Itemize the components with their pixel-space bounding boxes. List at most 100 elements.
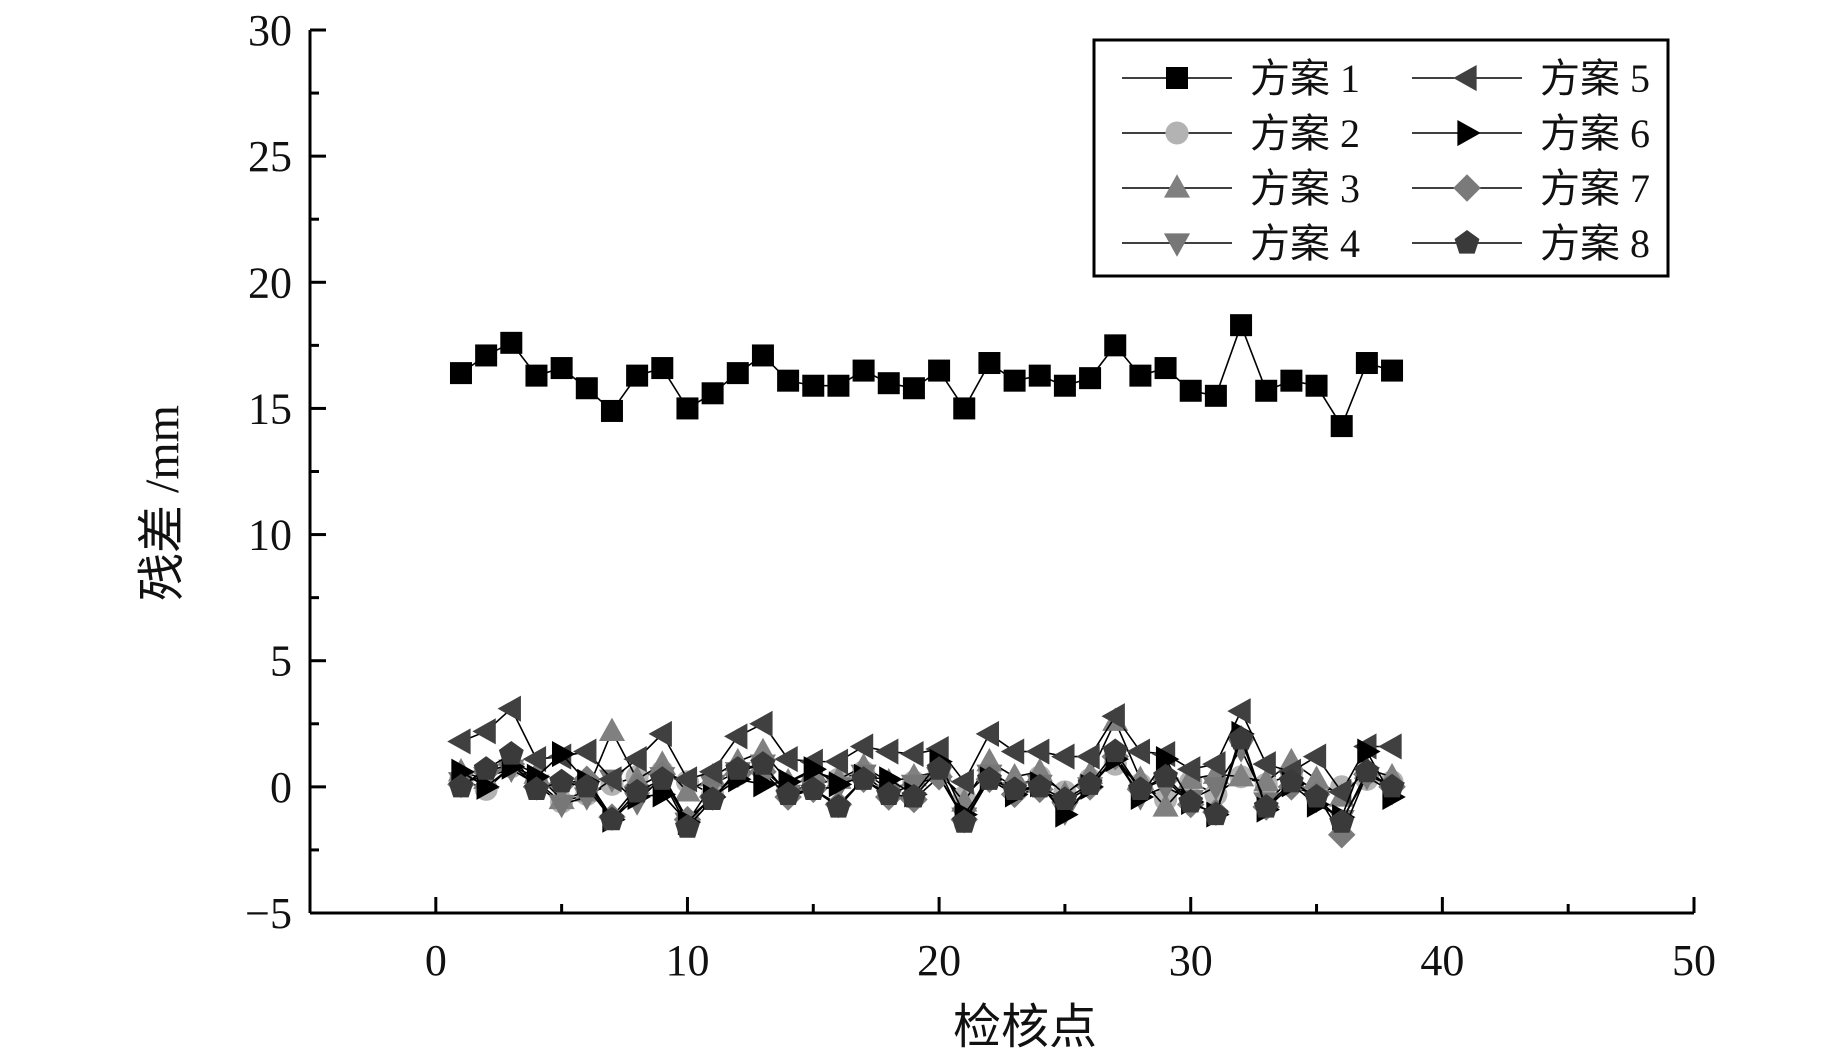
series-1-point [1003,369,1026,392]
legend-item: 方案 7 [1412,166,1650,211]
series-8-point [951,809,977,833]
x-tick-label: 30 [1169,936,1213,985]
series-8-point [448,773,474,798]
series-5-point [1101,703,1125,730]
series-5-point [925,735,949,763]
series-3-point [674,778,701,802]
series-1-point [1305,374,1328,397]
series-8-point [800,776,826,800]
legend-marker [1166,67,1188,89]
series-5-point [849,733,874,760]
axes: 0 10 20 30 40 50 −5 0 5 10 15 20 25 30 [245,6,1716,985]
series-1-point [1330,415,1353,438]
series-1-point [475,344,498,367]
series-5-point [950,768,974,795]
series-8-point [1127,776,1153,800]
series-1-point [877,372,900,395]
series-1-point [626,364,649,387]
series-5-point [1025,738,1050,765]
series-1-point [751,344,774,367]
series-5-point [673,766,698,793]
series-8-point [1002,776,1028,800]
series-3-point [1177,765,1204,789]
series-6-point [803,756,828,783]
series-1-point [953,397,976,420]
series-1-point [1154,357,1177,380]
series-8-point [574,773,600,798]
series-5-point [774,746,798,773]
series-5-point [1126,738,1151,765]
series-8-point [1278,768,1304,793]
legend-label: 方案 1 [1250,56,1360,101]
series-1-point [525,364,548,387]
series-1-point [1230,314,1253,337]
series-8-point [1153,763,1178,788]
series-5-point [875,738,899,765]
series-1-point [1381,359,1404,382]
series-4-point [548,794,575,819]
series-5-point [1051,743,1075,770]
series-1-point [777,369,800,392]
series-8-point [1203,801,1229,826]
series-3-point [598,717,626,741]
series-8-point [675,814,700,838]
legend-item: 方案 4 [1122,221,1360,266]
series-8-point [750,751,776,775]
legend-label: 方案 6 [1540,111,1650,156]
series-3-point [1152,793,1179,817]
legend-label: 方案 2 [1250,111,1360,156]
series-5-point [724,723,748,750]
series-1-point [852,359,875,382]
series-1-point [600,399,623,422]
series-1-line [460,322,1393,428]
series-5-point [1302,743,1327,770]
series-1-point [651,357,674,380]
series-5-point [522,746,547,773]
series-5-point [1076,743,1100,770]
series-8-point [1027,773,1053,798]
series-6-point [1357,738,1381,765]
legend-label: 方案 5 [1540,56,1650,101]
y-tick-label: 15 [248,384,292,433]
series-5-point [1378,733,1402,760]
series-8-point [1228,725,1254,750]
series-6-point [828,771,853,798]
legend-item: 方案 8 [1412,221,1650,266]
legend-label: 方案 8 [1540,221,1650,266]
series-1-point [1280,369,1303,392]
series-8-point [624,778,650,803]
series-8-point [1178,788,1204,813]
legend: 方案 1 方案 2 方案 3 方案 4 方案 5 方案 6 方案 7 方案 8 [1092,38,1670,278]
series-8-point [1077,771,1103,795]
legend-item: 方案 5 [1412,56,1650,101]
series-5-point [1000,738,1025,765]
legend-marker [1453,64,1477,92]
series-3-point [1227,763,1255,787]
series-8-point [1102,738,1128,763]
series-3-point [1303,765,1330,789]
series-5-point [900,740,924,768]
series-5-point [975,720,1000,747]
series-5-point [497,695,521,722]
series-8-point [473,756,499,780]
series-8-point [976,766,1002,790]
y-tick-label: 25 [248,132,292,181]
series-1-point [1355,352,1378,375]
series-4-point [1202,777,1229,801]
series-1-point [500,331,523,354]
series-5-point [1202,751,1226,778]
series-6-point [552,740,576,768]
legend-marker [1163,233,1191,257]
series-8-point [1253,793,1279,818]
series-5-point [749,710,773,737]
x-tick-label: 40 [1420,936,1464,985]
series-1-point [827,374,850,397]
series-5-point [824,748,849,775]
series-8-point [901,783,927,808]
legend-item: 方案 1 [1122,56,1360,101]
series-1-point [902,377,925,400]
x-axis-title: 检核点 [953,1001,1097,1054]
series-1-point [726,362,749,385]
series-5-point [1252,751,1276,778]
x-tick-label: 0 [425,936,447,985]
